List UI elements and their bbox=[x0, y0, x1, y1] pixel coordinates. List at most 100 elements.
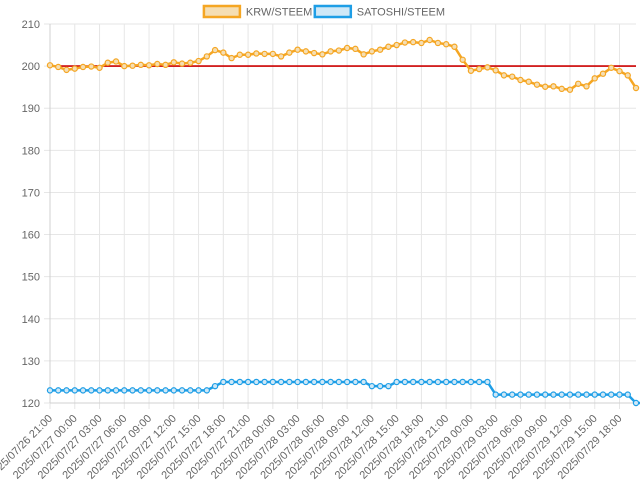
data-point bbox=[343, 44, 351, 52]
data-point bbox=[187, 59, 194, 66]
data-point bbox=[310, 378, 318, 386]
data-point bbox=[442, 378, 450, 386]
data-point bbox=[451, 43, 458, 50]
data-point bbox=[277, 378, 285, 386]
data-point bbox=[236, 51, 244, 58]
data-point bbox=[286, 378, 293, 386]
data-point bbox=[88, 387, 95, 394]
data-point bbox=[327, 378, 334, 386]
data-point bbox=[55, 387, 62, 394]
data-point bbox=[492, 391, 499, 398]
data-point bbox=[409, 378, 417, 386]
data-point bbox=[575, 80, 582, 87]
data-point bbox=[129, 62, 136, 69]
data-point bbox=[475, 378, 483, 386]
data-point bbox=[434, 378, 442, 386]
data-point bbox=[302, 48, 310, 55]
data-point bbox=[343, 378, 351, 386]
data-point bbox=[294, 378, 301, 386]
y-tick-label: 150 bbox=[22, 272, 40, 284]
data-point bbox=[46, 387, 54, 394]
data-point bbox=[484, 64, 491, 71]
data-point bbox=[220, 49, 227, 56]
data-point bbox=[566, 86, 574, 93]
data-point bbox=[187, 387, 194, 394]
data-point bbox=[533, 81, 541, 88]
data-point bbox=[632, 84, 640, 92]
data-point bbox=[591, 391, 598, 398]
data-point bbox=[558, 85, 565, 93]
y-tick-label: 190 bbox=[22, 103, 40, 115]
y-tick-label: 120 bbox=[22, 398, 40, 410]
data-point bbox=[244, 51, 252, 58]
data-point bbox=[459, 378, 466, 386]
data-point bbox=[376, 382, 384, 390]
data-point bbox=[624, 72, 631, 79]
data-point bbox=[104, 59, 111, 66]
data-point bbox=[112, 58, 120, 65]
data-point bbox=[294, 46, 301, 53]
data-point bbox=[517, 76, 524, 84]
y-tick-label: 170 bbox=[22, 187, 40, 199]
data-point bbox=[261, 50, 268, 58]
data-point bbox=[352, 378, 359, 386]
y-tick-label: 200 bbox=[22, 61, 40, 73]
data-point bbox=[112, 387, 120, 394]
data-point bbox=[525, 78, 532, 85]
data-point bbox=[79, 63, 87, 71]
data-point bbox=[63, 387, 70, 394]
data-point bbox=[583, 83, 590, 90]
data-point bbox=[442, 41, 450, 48]
y-tick-label: 180 bbox=[22, 145, 40, 157]
data-point bbox=[409, 38, 417, 46]
data-point bbox=[508, 73, 516, 80]
data-point bbox=[145, 62, 153, 69]
data-point bbox=[96, 64, 103, 71]
y-tick-label: 130 bbox=[22, 356, 40, 368]
data-point bbox=[492, 67, 499, 74]
data-point bbox=[376, 46, 384, 53]
data-point bbox=[203, 387, 211, 394]
data-point bbox=[319, 378, 326, 386]
data-point bbox=[228, 378, 235, 386]
data-point bbox=[261, 378, 268, 386]
data-point bbox=[220, 378, 227, 386]
data-point bbox=[550, 391, 557, 398]
data-point bbox=[244, 378, 252, 386]
data-point bbox=[616, 391, 623, 398]
data-point bbox=[426, 378, 433, 386]
data-point bbox=[352, 45, 359, 53]
data-point bbox=[632, 399, 640, 407]
data-point bbox=[418, 378, 425, 386]
data-point bbox=[335, 47, 343, 54]
data-point bbox=[591, 75, 598, 82]
data-point bbox=[533, 391, 541, 398]
data-point bbox=[46, 62, 54, 69]
legend-label-0: KRW/STEEM bbox=[246, 7, 312, 19]
data-point bbox=[162, 61, 169, 69]
data-point bbox=[500, 391, 508, 398]
y-tick-label: 160 bbox=[22, 230, 40, 242]
data-point bbox=[517, 391, 524, 398]
data-point bbox=[525, 391, 532, 398]
legend-swatch-1 bbox=[313, 4, 353, 19]
data-point bbox=[550, 83, 557, 90]
data-point bbox=[385, 43, 392, 50]
data-point bbox=[508, 391, 516, 398]
data-point bbox=[575, 391, 582, 398]
data-point bbox=[360, 378, 367, 386]
data-point bbox=[319, 51, 326, 58]
legend-swatch-0 bbox=[202, 4, 242, 19]
data-point bbox=[434, 39, 442, 47]
data-point bbox=[426, 36, 433, 44]
data-point bbox=[368, 48, 376, 55]
data-point bbox=[418, 39, 425, 47]
data-point bbox=[236, 378, 244, 386]
data-point bbox=[360, 51, 367, 58]
data-point bbox=[608, 391, 615, 398]
data-point bbox=[170, 59, 178, 66]
data-point bbox=[277, 53, 285, 60]
data-point bbox=[88, 63, 95, 70]
data-point bbox=[121, 62, 128, 70]
